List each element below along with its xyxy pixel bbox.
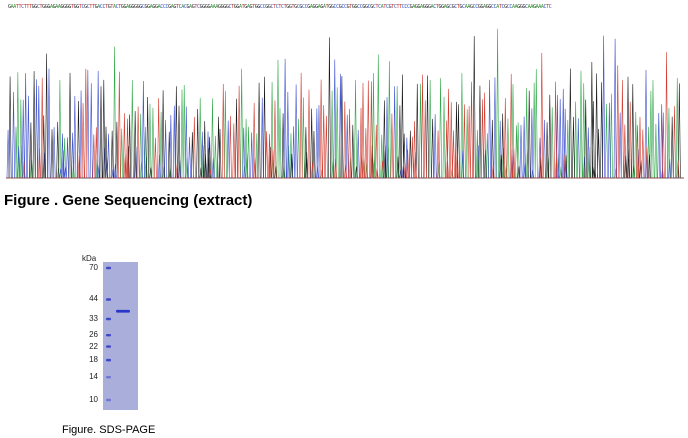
marker-label-14: 14 xyxy=(89,372,98,382)
marker-band-18 xyxy=(106,358,111,362)
figure-caption-sds-page: Figure. SDS-PAGE xyxy=(62,424,156,436)
marker-band-14 xyxy=(106,375,111,379)
sequence-text-strip: GAATTCTTTGGCTGGGAGAAGGGGTGGTCGCTTGACCTGT… xyxy=(8,4,552,10)
trace-G xyxy=(6,36,684,179)
marker-band-22 xyxy=(106,345,111,348)
marker-band-26 xyxy=(106,333,111,337)
kda-unit-label: kDa xyxy=(82,254,97,263)
trace-T xyxy=(6,52,684,179)
marker-label-70: 70 xyxy=(89,263,98,272)
figure-caption-gene-sequencing: Figure . Gene Sequencing (extract) xyxy=(4,192,253,209)
marker-label-26: 26 xyxy=(89,330,98,340)
marker-label-44: 44 xyxy=(89,294,98,304)
sample-band xyxy=(116,309,130,313)
marker-band-44 xyxy=(106,298,111,301)
marker-band-10 xyxy=(106,398,111,402)
sds-page-gel-panel: kDa 70 44 33 26 22 18 14 10 xyxy=(80,250,220,420)
marker-band-33 xyxy=(106,317,111,321)
marker-label-33: 33 xyxy=(89,314,98,323)
marker-label-18: 18 xyxy=(89,355,98,365)
marker-band-70 xyxy=(106,266,111,270)
marker-label-22: 22 xyxy=(89,341,98,351)
sequencing-chromatogram xyxy=(6,28,684,179)
gel-image xyxy=(103,262,138,410)
marker-label-10: 10 xyxy=(89,395,98,404)
